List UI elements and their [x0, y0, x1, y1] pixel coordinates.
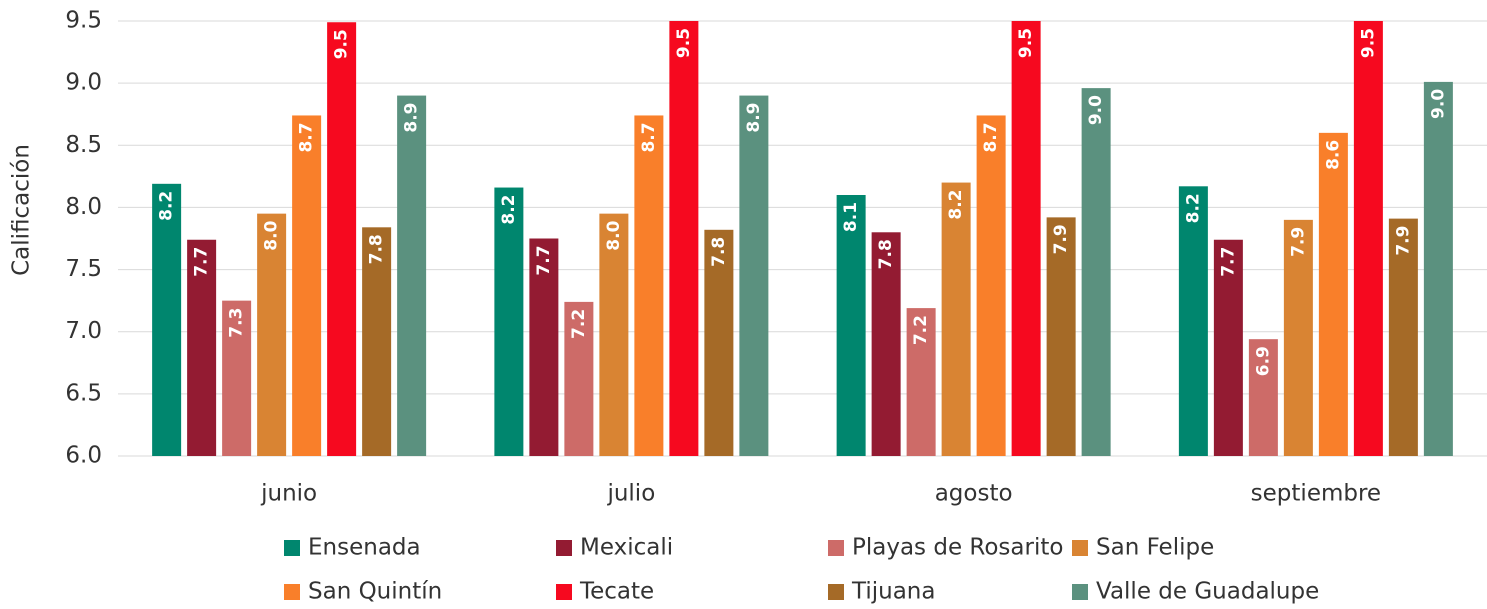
legend-label: Valle de Guadalupe — [1096, 579, 1319, 605]
value-label: 7.7 — [1218, 247, 1238, 277]
x-tick-label: julio — [606, 481, 655, 507]
bar — [704, 229, 734, 456]
bar — [292, 115, 322, 456]
value-label: 8.2 — [1183, 193, 1203, 223]
value-label: 7.3 — [227, 308, 247, 338]
value-label: 7.9 — [1051, 224, 1071, 254]
bar — [1213, 239, 1243, 456]
value-label: 9.0 — [1428, 89, 1448, 119]
bar — [327, 22, 357, 456]
value-label: 7.8 — [709, 237, 729, 267]
value-label: 8.2 — [499, 194, 519, 224]
y-tick-label: 8.0 — [65, 194, 102, 220]
value-label: 8.9 — [744, 103, 764, 133]
value-label: 8.7 — [297, 122, 317, 152]
value-label: 7.2 — [569, 309, 589, 339]
y-tick-label: 9.5 — [65, 8, 102, 34]
value-label: 7.8 — [876, 239, 896, 269]
bar — [941, 182, 971, 457]
bar — [1046, 217, 1076, 456]
legend-swatch — [1072, 540, 1088, 556]
value-label: 9.5 — [332, 29, 352, 59]
bar — [1353, 21, 1383, 456]
value-label: 9.5 — [1016, 28, 1036, 58]
value-label: 7.8 — [367, 234, 387, 264]
legend-swatch — [284, 540, 300, 556]
bar — [1423, 81, 1453, 457]
bar — [1178, 186, 1208, 457]
bar — [397, 95, 427, 457]
legend-label: Tijuana — [851, 579, 935, 605]
bar — [836, 195, 866, 456]
legend-swatch — [828, 584, 844, 600]
y-tick-label: 8.5 — [65, 132, 102, 158]
value-label: 8.7 — [639, 122, 659, 152]
bar — [634, 115, 664, 456]
bar — [871, 232, 901, 456]
y-tick-label: 6.0 — [65, 443, 102, 469]
legend-label: Playas de Rosarito — [852, 535, 1063, 561]
value-label: 8.0 — [604, 220, 624, 250]
value-label: 9.5 — [674, 28, 694, 58]
legend-label: Mexicali — [580, 535, 673, 561]
bar — [669, 21, 699, 456]
value-label: 8.6 — [1323, 140, 1343, 170]
legend-label: San Felipe — [1096, 535, 1214, 561]
y-tick-label: 9.0 — [65, 70, 102, 96]
bar — [564, 301, 594, 456]
legend-swatch — [284, 584, 300, 600]
legend-label: Tecate — [579, 579, 654, 605]
bar — [494, 187, 524, 457]
x-tick-label: junio — [260, 481, 317, 507]
x-tick-label: septiembre — [1251, 481, 1381, 507]
value-label: 8.2 — [946, 190, 966, 220]
value-label: 7.7 — [534, 245, 554, 275]
x-tick-label: agosto — [935, 481, 1013, 507]
bar — [222, 300, 252, 456]
value-label: 8.1 — [841, 202, 861, 232]
bar — [257, 213, 287, 456]
value-label: 9.5 — [1358, 28, 1378, 58]
legend-label: San Quintín — [308, 579, 442, 605]
y-tick-label: 6.5 — [65, 380, 102, 406]
y-tick-label: 7.5 — [65, 256, 102, 282]
bar — [906, 308, 936, 456]
y-axis-label: Calificación — [9, 144, 35, 276]
bar — [739, 95, 769, 457]
legend-swatch — [556, 540, 572, 556]
bar — [1318, 132, 1348, 456]
legend-swatch — [828, 540, 844, 556]
y-tick-label: 7.0 — [65, 318, 102, 344]
bar — [362, 227, 392, 456]
bar — [529, 238, 559, 456]
bar — [1388, 218, 1418, 456]
value-label: 8.7 — [981, 122, 1001, 152]
value-label: 7.7 — [192, 247, 212, 277]
bar — [1011, 21, 1041, 456]
bar — [152, 183, 182, 457]
value-label: 7.9 — [1288, 227, 1308, 257]
value-label: 7.2 — [911, 315, 931, 345]
value-label: 8.9 — [402, 103, 422, 133]
bar — [1081, 88, 1111, 456]
bar — [599, 213, 629, 456]
bar — [187, 239, 217, 456]
value-label: 9.0 — [1086, 95, 1106, 125]
value-label: 8.0 — [262, 220, 282, 250]
bar — [1248, 339, 1278, 456]
bar — [976, 115, 1006, 456]
value-label: 8.2 — [157, 191, 177, 221]
legend-swatch — [556, 584, 572, 600]
bar — [1283, 219, 1313, 456]
value-label: 6.9 — [1253, 346, 1273, 376]
legend-label: Ensenada — [308, 535, 421, 561]
value-label: 7.9 — [1393, 226, 1413, 256]
legend-swatch — [1072, 584, 1088, 600]
